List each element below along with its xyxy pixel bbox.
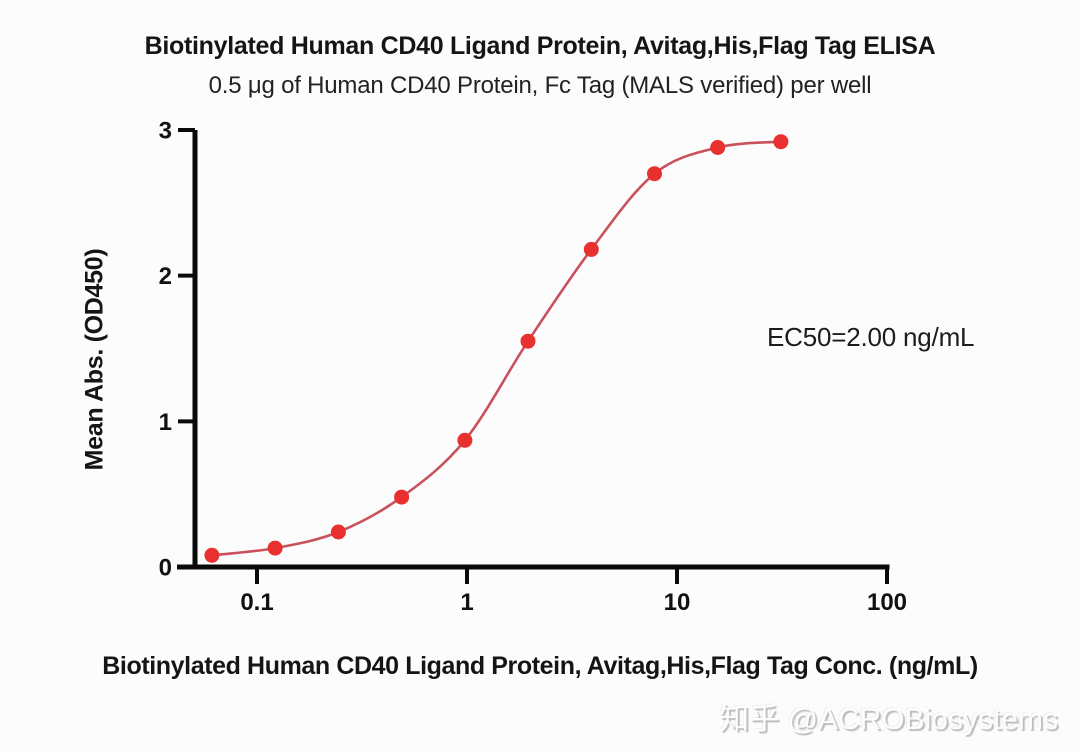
watermark: 知乎 @ACROBiosystems (719, 703, 1058, 736)
data-point (710, 140, 726, 155)
data-point (647, 166, 662, 182)
x-axis-caption: Biotinylated Human CD40 Ligand Protein, … (102, 652, 978, 680)
data-point (330, 524, 346, 540)
ec50-annotation: EC50=2.00 ng/mL (767, 322, 975, 352)
data-point (520, 333, 536, 349)
chart-title: Biotinylated Human CD40 Ligand Protein, … (144, 32, 936, 60)
x-tick-label: 100 (867, 589, 907, 616)
y-tick-label: 2 (159, 263, 172, 290)
data-point (394, 489, 410, 505)
x-tick-label: 10 (664, 589, 691, 616)
data-point (773, 134, 789, 150)
data-point (583, 241, 599, 257)
y-tick-label: 0 (159, 555, 172, 582)
y-tick-label: 1 (159, 409, 172, 436)
x-tick-label: 1 (460, 589, 473, 616)
data-point (204, 547, 220, 563)
data-point (267, 540, 283, 556)
y-tick-label: 3 (159, 118, 172, 145)
data-point (457, 432, 473, 448)
chart-subtitle: 0.5 μg of Human CD40 Protein, Fc Tag (MA… (208, 72, 872, 99)
dose-response-curve (211, 140, 782, 557)
x-tick-label: 0.1 (240, 589, 273, 616)
